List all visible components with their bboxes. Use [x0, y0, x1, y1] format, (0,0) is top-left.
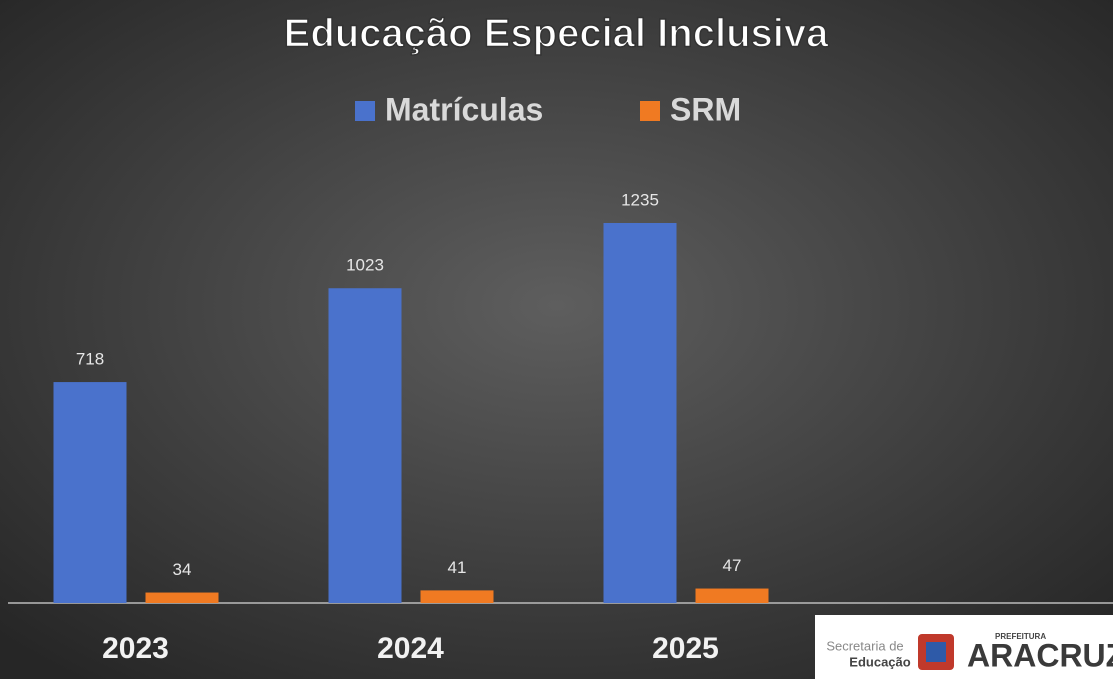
bar — [53, 382, 127, 603]
value-label: 718 — [76, 350, 104, 369]
legend-label: Matrículas — [385, 91, 543, 127]
legend-swatch — [640, 101, 660, 121]
legend-swatch — [355, 101, 375, 121]
value-label: 1235 — [621, 190, 659, 209]
bar — [328, 288, 402, 603]
logo-text: Secretaria de — [826, 638, 903, 653]
logo-emblem — [926, 642, 946, 662]
chart-title: Educação Especial Inclusiva — [284, 12, 829, 56]
logo-box — [815, 615, 1113, 679]
value-label: 41 — [448, 558, 467, 577]
x-tick-label: 2023 — [102, 632, 169, 665]
logo: Secretaria de Educação PREFEITURA ARACRU… — [815, 615, 1113, 679]
legend-label: SRM — [670, 91, 741, 127]
value-label: 47 — [723, 556, 742, 575]
value-label: 34 — [173, 560, 192, 579]
x-tick-label: 2024 — [377, 632, 444, 665]
logo-text: ARACRUZ — [967, 637, 1113, 673]
bar — [695, 588, 769, 603]
bar — [603, 223, 677, 603]
x-tick-label: 2025 — [652, 632, 719, 665]
logo-text: Educação — [849, 654, 910, 669]
value-label: 1023 — [346, 256, 384, 275]
logo-text: PREFEITURA — [995, 632, 1046, 641]
bar — [420, 590, 494, 603]
bar — [145, 592, 219, 603]
